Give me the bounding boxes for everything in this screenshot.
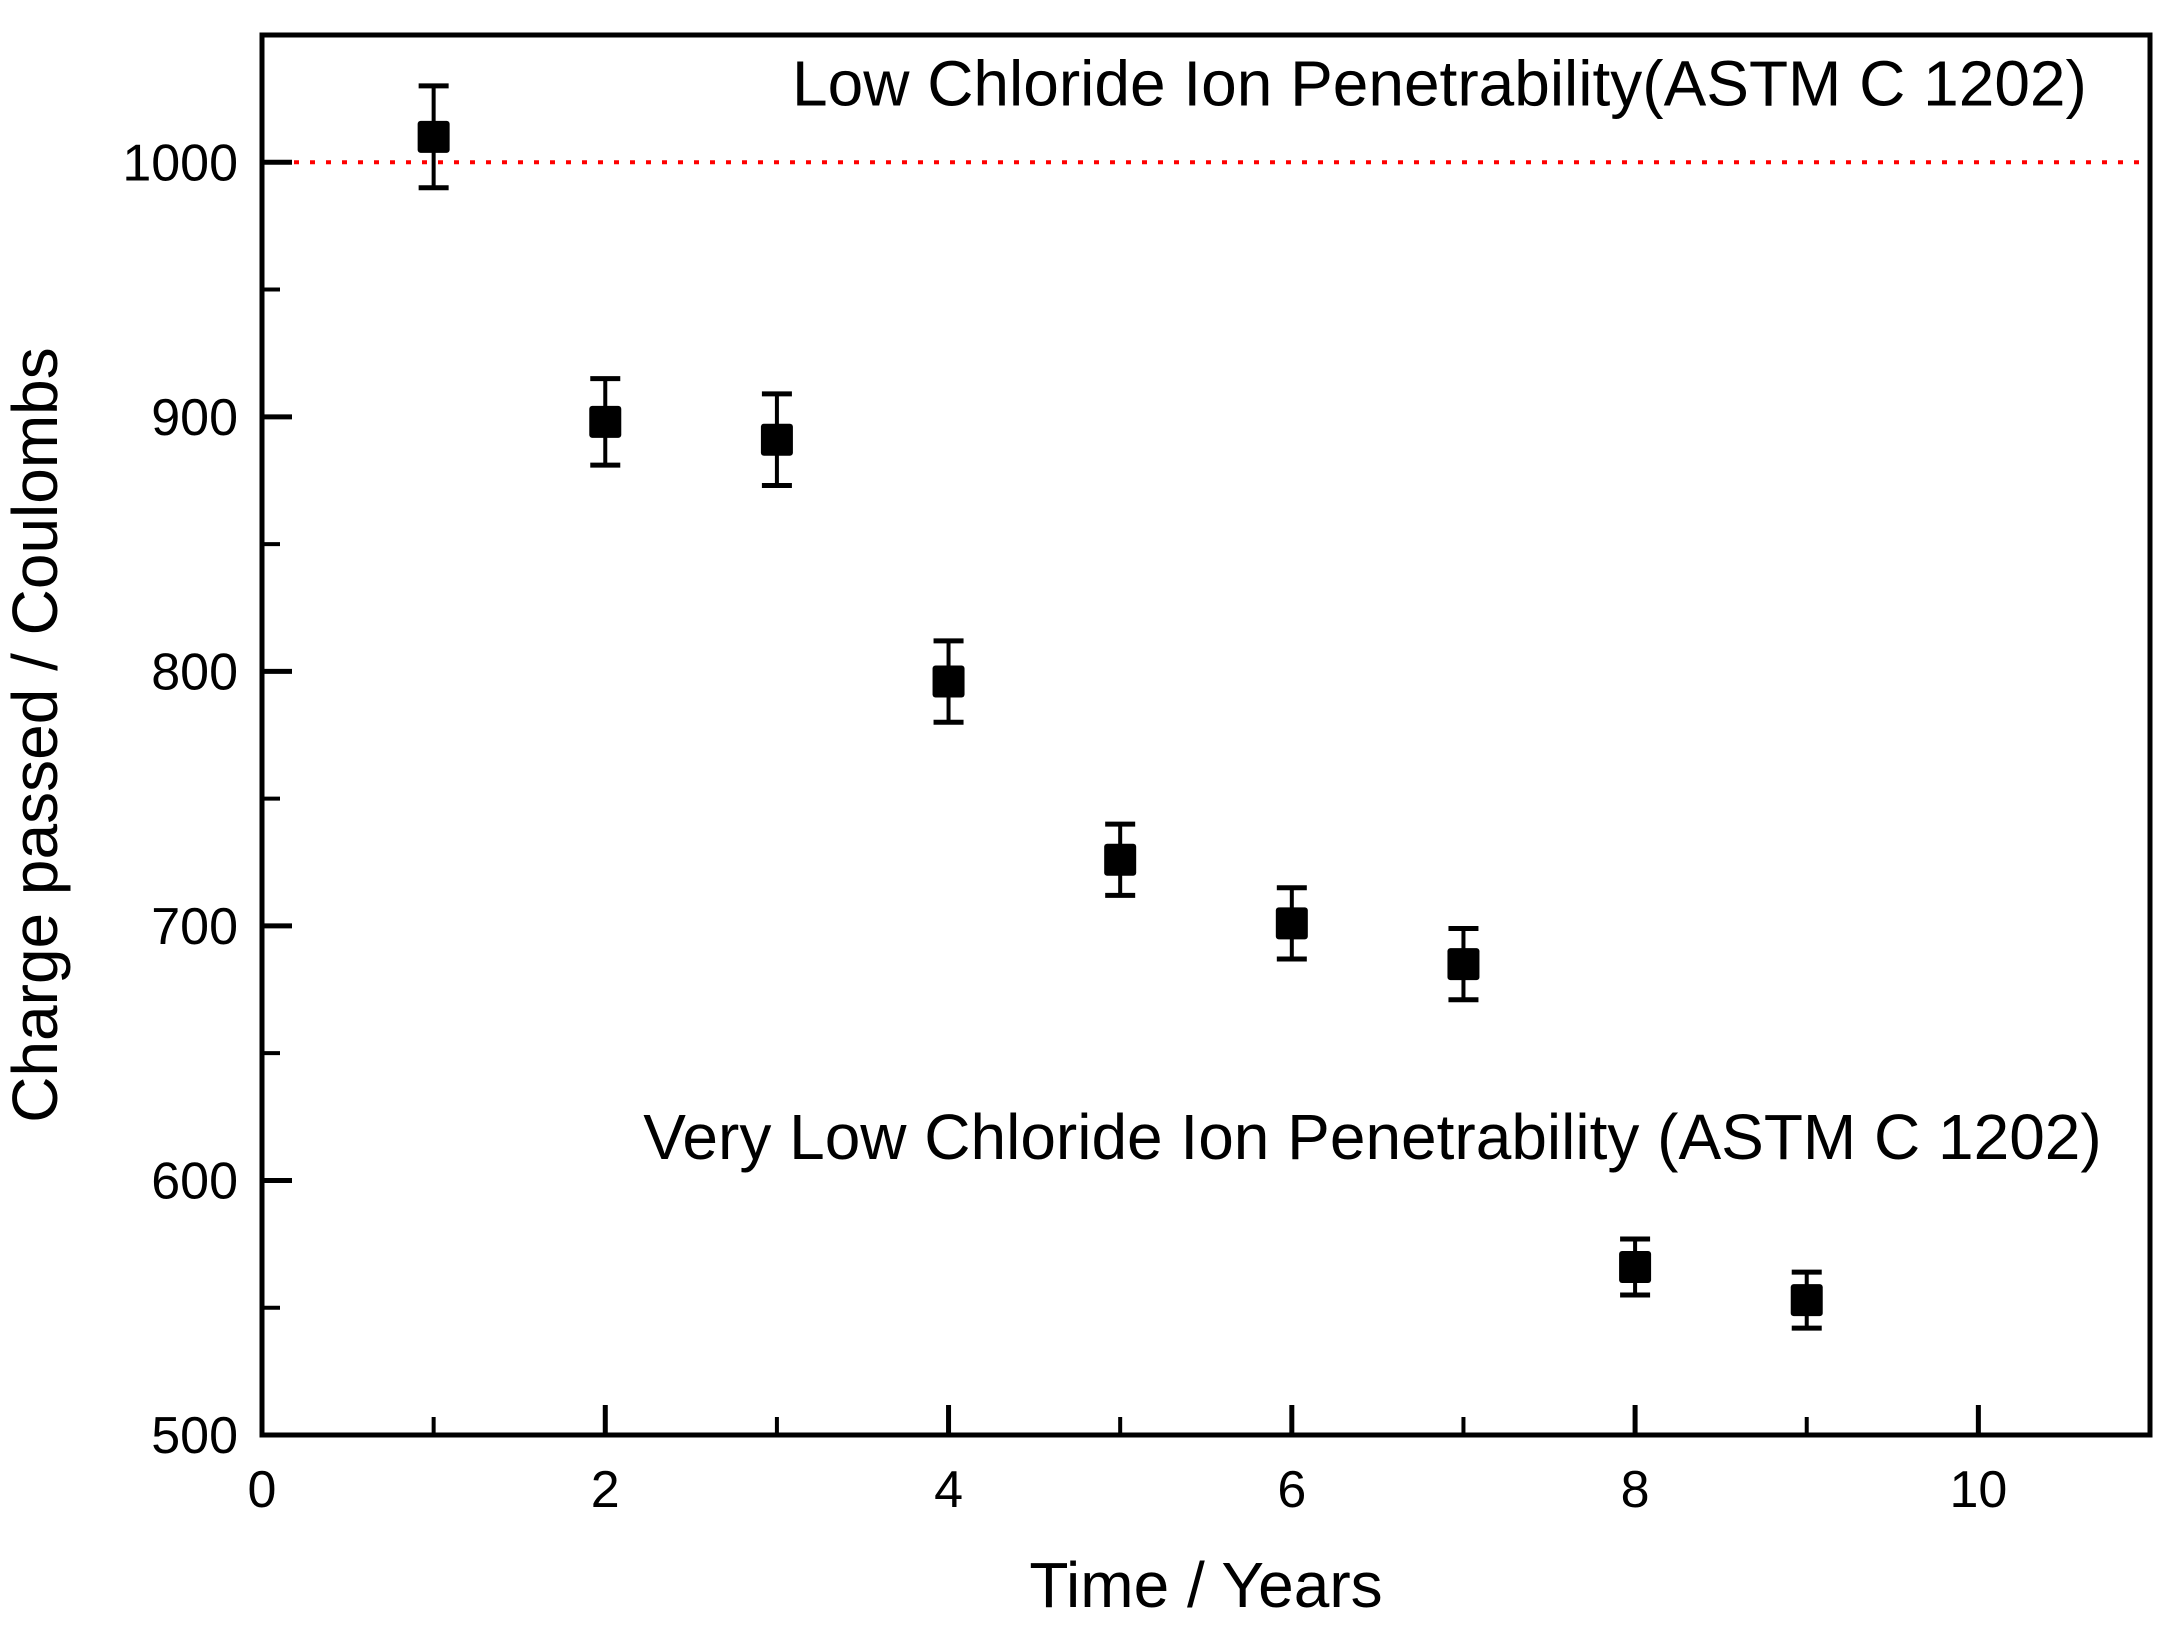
y-tick-label: 1000 [122,134,238,192]
data-point-marker [1275,907,1308,940]
data-point-marker [417,120,450,153]
x-tick-label: 2 [591,1461,620,1519]
data-point-marker [1447,948,1480,981]
y-tick-label: 600 [151,1152,238,1210]
y-tick-label: 700 [151,898,238,956]
data-point-marker [1619,1251,1652,1283]
y-tick-label: 500 [151,1407,238,1465]
x-tick-label: 8 [1621,1461,1650,1519]
x-tick-label: 4 [934,1461,963,1519]
x-tick-label: 0 [248,1461,277,1519]
data-point-marker [1790,1284,1823,1317]
data-point-marker [589,405,622,438]
x-tick-label: 6 [1277,1461,1306,1519]
data-point-marker [932,665,965,698]
data-point-marker [760,423,793,456]
annotation-low-penetrability: Low Chloride Ion Penetrability(ASTM C 12… [792,47,2087,119]
x-axis-title: Time / Years [1029,1549,1382,1621]
x-tick-label: 10 [1949,1461,2007,1519]
y-tick-label: 800 [151,643,238,701]
y-tick-label: 900 [151,389,238,447]
y-axis-title: Charge passed / Coulombs [0,347,71,1123]
plot-border [259,32,2153,1438]
annotation-very-low-penetrability: Very Low Chloride Ion Penetrability (AST… [643,1101,2101,1173]
data-point-marker [1104,843,1137,876]
